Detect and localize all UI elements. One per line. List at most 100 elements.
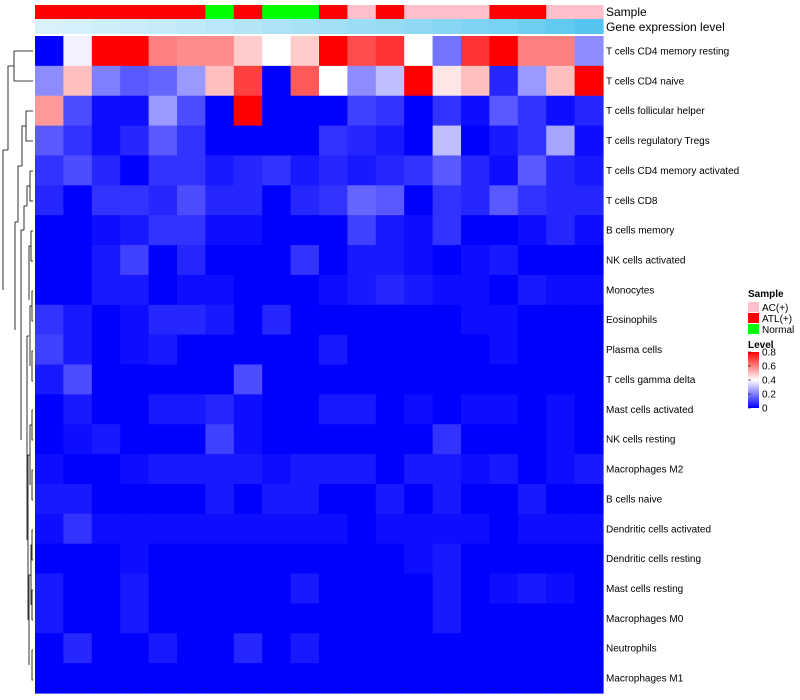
heatmap-cell (262, 483, 292, 515)
heatmap-cell (432, 663, 462, 694)
heatmap-cell (489, 95, 519, 127)
dendrogram-branch (28, 245, 31, 300)
gene-expression-annotation-cell (205, 19, 235, 34)
heatmap-cell (262, 573, 292, 605)
heatmap-cell (432, 274, 462, 306)
heatmap-cell (461, 573, 490, 605)
gene-expression-annotation-cell (517, 19, 547, 34)
heatmap-cell (120, 215, 150, 246)
heatmap-cell (375, 424, 405, 455)
sample-annotation-cell (432, 5, 462, 19)
heatmap-cell (177, 95, 206, 127)
heatmap-cell (546, 543, 576, 575)
heatmap-cell (375, 125, 405, 157)
heatmap-cell (347, 603, 377, 634)
heatmap-cell (489, 573, 519, 605)
heatmap-cell (375, 65, 405, 97)
heatmap-cell (517, 215, 547, 246)
heatmap-cell (546, 65, 576, 97)
heatmap-cell (489, 424, 519, 455)
legend-sample-title: Sample (748, 289, 784, 300)
heatmap-cell (461, 364, 490, 395)
legend-level: Level 0.8 0.6 0.4 0.2 0 (748, 340, 776, 415)
row-label: Mast cells resting (606, 584, 683, 595)
heatmap-cell (461, 185, 490, 216)
heatmap-cell (177, 663, 206, 694)
heatmap-cell (517, 603, 547, 634)
heatmap-cell (63, 95, 93, 127)
heatmap-cell (177, 513, 206, 545)
heatmap-cell (35, 573, 64, 605)
heatmap-cell (35, 215, 64, 246)
heatmap-cell (404, 304, 434, 336)
gene-expression-annotation-cell (347, 19, 377, 34)
row-label: Macrophages M1 (606, 674, 684, 685)
heatmap-cell (63, 304, 93, 336)
heatmap-cell (347, 573, 377, 605)
heatmap-cell (148, 513, 178, 545)
gene-expression-annotation-cell (148, 19, 178, 34)
heatmap-cell (290, 274, 320, 306)
heatmap-cell (546, 274, 576, 306)
heatmap-cell (205, 364, 235, 395)
heatmap-cell (63, 603, 93, 634)
heatmap-cell (290, 424, 320, 455)
heatmap-cell (375, 155, 405, 186)
gene-expression-annotation-cell (233, 19, 263, 34)
legend-level-tick-label: 0 (762, 404, 768, 415)
row-label: Macrophages M2 (606, 465, 684, 476)
sample-annotation-cell (120, 5, 150, 19)
heatmap-cell (517, 245, 547, 276)
heatmap-cell (233, 573, 263, 605)
heatmap-cell (148, 125, 178, 157)
heatmap-cell (233, 603, 263, 634)
heatmap-cell (432, 483, 462, 515)
heatmap-cell (35, 155, 64, 186)
heatmap-cell (290, 663, 320, 694)
row-label: Dendritic cells activated (606, 524, 711, 535)
heatmap-cell (404, 245, 434, 276)
sample-annotation-cell (233, 5, 263, 19)
heatmap-cell (319, 215, 348, 246)
heatmap-cell (375, 36, 405, 67)
heatmap-cell (375, 185, 405, 216)
gene-expression-annotation-cell (375, 19, 405, 34)
heatmap-cell (319, 334, 348, 366)
heatmap-cell (177, 185, 206, 216)
annotation-title-gene-expression: Gene expression level (606, 20, 725, 34)
heatmap-cell (517, 274, 547, 306)
heatmap-cell (35, 65, 64, 97)
row-label: T cells CD8 (606, 196, 658, 207)
dendrogram-branch (14, 221, 18, 330)
gene-expression-annotation-cell (35, 19, 64, 34)
heatmap-cell (517, 663, 547, 694)
heatmap-cell (517, 185, 547, 216)
heatmap-cell (91, 125, 121, 157)
heatmap-cell (290, 364, 320, 395)
heatmap-cell (347, 543, 377, 575)
heatmap-cell (489, 633, 519, 664)
heatmap-cell (35, 633, 64, 664)
heatmap-cell (461, 483, 490, 515)
legend-level-tick-label: 0.2 (762, 390, 776, 401)
heatmap-cell (489, 334, 519, 366)
heatmap-cell (35, 364, 64, 395)
heatmap-cell (35, 245, 64, 276)
heatmap-cell (177, 573, 206, 605)
heatmap-cell (404, 36, 434, 67)
annotation-title-sample: Sample (606, 5, 647, 19)
heatmap-cell (120, 513, 150, 545)
heatmap-cell (63, 36, 93, 67)
heatmap-cell (546, 483, 576, 515)
heatmap-cell (319, 394, 348, 425)
heatmap-cell (574, 603, 604, 634)
heatmap-cell (148, 334, 178, 366)
row-dendrogram (2, 50, 33, 681)
heatmap-cell (205, 394, 235, 425)
heatmap-cell (120, 483, 150, 515)
heatmap-cell (177, 304, 206, 336)
heatmap-cell (120, 633, 150, 664)
heatmap-cell (63, 125, 93, 157)
heatmap-cell (205, 65, 235, 97)
heatmap-cell (262, 543, 292, 575)
